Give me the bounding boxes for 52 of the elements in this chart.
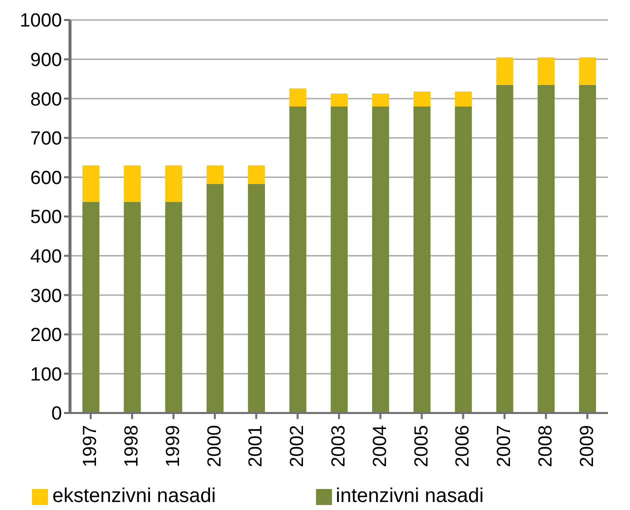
bar [165, 202, 182, 413]
y-tick-label: 800 [30, 89, 62, 110]
y-tick-label: 100 [30, 364, 62, 386]
x-tick-label: 2004 [370, 424, 391, 468]
x-tick-label: 2009 [576, 425, 598, 468]
x-tick-label: 2005 [411, 425, 432, 468]
bar [496, 57, 514, 85]
bar [330, 106, 348, 413]
y-tick-label: 0 [51, 404, 62, 425]
x-tick-label: 2001 [246, 425, 267, 468]
bar [124, 202, 141, 413]
bar [289, 88, 306, 106]
bar [372, 93, 390, 106]
bar [413, 92, 430, 106]
bar [124, 165, 141, 202]
x-tick-label: 2000 [204, 425, 226, 468]
x-tick-label: 1998 [122, 425, 143, 468]
y-tick-label: 900 [30, 50, 62, 72]
bar [413, 106, 430, 413]
bar [289, 106, 306, 413]
bar [248, 184, 265, 413]
y-tick-label: 200 [30, 325, 62, 346]
x-tick-label: 2002 [287, 425, 308, 468]
y-tick-label: 600 [30, 168, 62, 189]
y-tick-label: 1000 [20, 10, 62, 32]
bar [330, 93, 348, 106]
legend-label: ekstenzivni nasadi [52, 485, 216, 507]
x-tick-label: 2003 [328, 425, 350, 468]
x-tick-label: 2006 [452, 425, 474, 468]
bar [538, 84, 555, 413]
bar [454, 92, 472, 106]
legend-label: intenzivni nasadi [336, 485, 484, 507]
bar [82, 165, 100, 202]
bar [579, 57, 596, 85]
y-tick-label: 700 [30, 128, 62, 150]
y-tick-label: 500 [30, 207, 62, 228]
bar [579, 84, 596, 413]
bar [248, 165, 265, 184]
x-tick-label: 2008 [535, 425, 556, 468]
bar [206, 184, 224, 413]
bar [165, 165, 182, 202]
bar [496, 84, 514, 413]
bar [538, 57, 555, 85]
bar [82, 202, 100, 413]
bar [206, 165, 224, 184]
bar [372, 106, 390, 413]
y-tick-label: 400 [30, 246, 62, 268]
x-tick-label: 1999 [162, 425, 184, 468]
bar [454, 106, 472, 413]
x-tick-label: 1997 [80, 425, 102, 468]
y-tick-label: 300 [30, 286, 62, 307]
x-tick-label: 2007 [494, 425, 516, 468]
